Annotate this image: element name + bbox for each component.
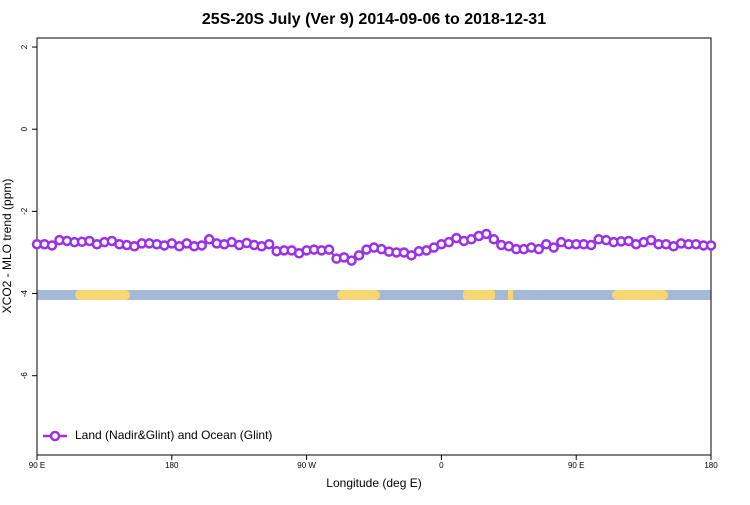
data-point	[533, 243, 545, 255]
y-tick-label: -6	[20, 372, 29, 380]
x-tick-label: 90 E	[29, 461, 45, 470]
x-tick-label: 180	[704, 461, 718, 470]
x-tick-label: 90 E	[568, 461, 584, 470]
data-point	[705, 240, 717, 251]
data-point	[488, 234, 500, 245]
data-point	[353, 250, 365, 261]
land-ocean-strip	[37, 290, 711, 300]
data-point	[406, 250, 417, 261]
y-tick-label: 2	[20, 44, 29, 49]
data-point	[443, 236, 455, 248]
data-point	[585, 239, 597, 251]
data-point	[46, 240, 58, 251]
data-point	[203, 234, 215, 245]
data-point	[346, 255, 357, 266]
legend-label: Land (Nadir&Glint) and Ocean (Glint)	[75, 428, 272, 442]
y-tick-label: -4	[20, 289, 29, 297]
y-tick-label: 0	[20, 126, 29, 131]
x-axis-label: Longitude (deg E)	[326, 476, 421, 490]
x-tick-label: 180	[165, 461, 179, 470]
data-point	[196, 240, 208, 251]
y-axis-label: XCO2 - MLO trend (ppm)	[0, 179, 14, 314]
data-point	[323, 244, 335, 255]
data-point	[548, 242, 559, 253]
legend-marker	[49, 430, 61, 442]
data-point	[481, 228, 492, 240]
x-tick-label: 0	[439, 461, 444, 470]
x-tick-label: 90 W	[297, 461, 316, 470]
y-tick-label: -2	[20, 207, 29, 215]
data-point	[263, 238, 275, 250]
data-point	[645, 234, 657, 246]
chart-title: 25S-20S July (Ver 9) 2014-09-06 to 2018-…	[202, 11, 546, 28]
